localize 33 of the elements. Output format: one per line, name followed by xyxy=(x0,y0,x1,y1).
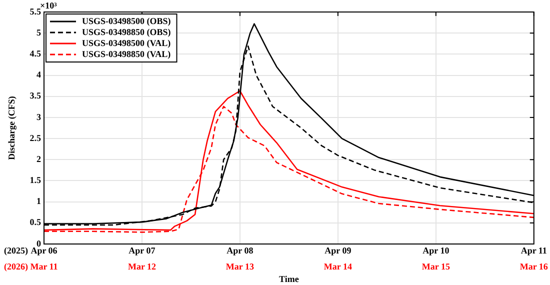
legend-label: USGS-03498500 (VAL) xyxy=(82,38,171,48)
x-tick-label: Apr 08 xyxy=(226,246,254,256)
legend-label: USGS-03498500 (OBS) xyxy=(82,16,171,26)
y-tick-label: 2 xyxy=(36,154,42,164)
y-tick-label: 4.5 xyxy=(30,48,42,59)
y-axis-title: Discharge (CFS) xyxy=(6,96,17,160)
x2-tick-label: Mar 14 xyxy=(324,262,352,272)
x2-tick-label: Mar 15 xyxy=(422,262,450,272)
x2-tick-label: Mar 13 xyxy=(226,262,254,272)
x2-tick-label: Mar 11 xyxy=(30,262,58,272)
text: ×10³ xyxy=(40,0,58,10)
y-tick-label: 0.5 xyxy=(30,217,42,228)
y-tick-label: 3 xyxy=(36,112,42,122)
y-tick-label: 0 xyxy=(36,238,42,248)
y-tick-label: 2.5 xyxy=(30,132,42,143)
text: (2026) xyxy=(4,261,28,272)
x2-tick-label: Mar 16 xyxy=(520,262,548,272)
x-tick-label: Apr 07 xyxy=(128,246,156,256)
y-tick-label: 4 xyxy=(36,70,42,80)
x-tick-label: Apr 10 xyxy=(422,246,450,256)
y-tick-label: 5.5 xyxy=(30,6,42,16)
y-tick-label: 1.5 xyxy=(30,175,42,186)
y-tick-label: 5 xyxy=(36,27,42,38)
legend-label: USGS-03498850 (VAL) xyxy=(82,48,171,59)
text: (2025) xyxy=(4,245,28,256)
x-axis-title: Time xyxy=(279,274,299,284)
x-tick-label: Apr 09 xyxy=(324,246,352,256)
legend-label: USGS-03498850 (OBS) xyxy=(82,26,171,37)
x2-tick-label: Mar 12 xyxy=(128,262,157,272)
y-tick-label: 1 xyxy=(36,196,42,206)
y-tick-label: 3.5 xyxy=(30,90,42,101)
x-tick-label: Apr 06 xyxy=(30,246,58,256)
x-tick-label: Apr 11 xyxy=(520,246,548,256)
